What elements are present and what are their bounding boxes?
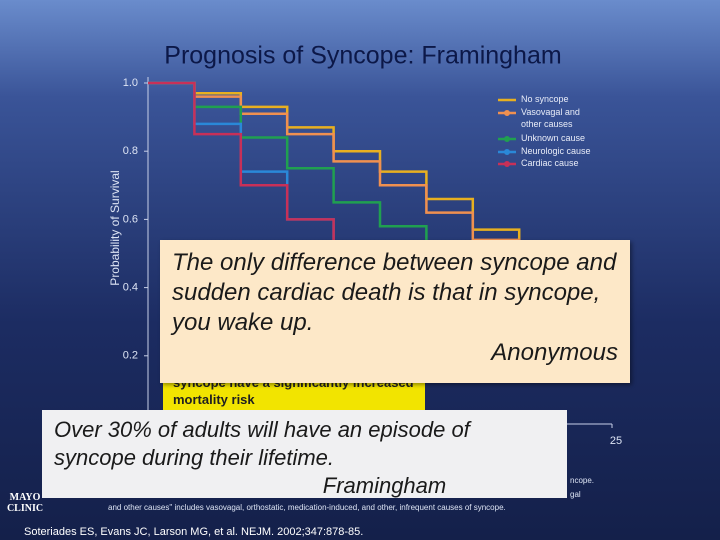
legend-label: Cardiac cause [521, 158, 579, 168]
prevalence-box: Over 30% of adults will have an episode … [42, 410, 567, 498]
legend-marker [504, 110, 510, 116]
logo-line: MAYO [9, 492, 41, 503]
logo-line: CLINIC [6, 503, 44, 514]
y-tick-label: 0.8 [123, 145, 138, 157]
y-tick-label: 0.2 [123, 350, 138, 362]
legend: No syncope Vasovagal and other causes Unkn… [498, 94, 591, 168]
y-tick-label: 0.6 [123, 213, 138, 225]
y-tick-label: 0.4 [123, 282, 138, 294]
legend-entry: Vasovagal and other causes [521, 107, 580, 129]
prevalence-source: Framingham [322, 473, 447, 498]
footnote-fragment: gal [570, 490, 581, 499]
quote-author: Anonymous [491, 339, 618, 366]
legend-label: Unknown cause [521, 133, 586, 143]
legend-entry: Cardiac cause [521, 158, 579, 168]
prevalence-text: Over 30% of adults will have an episode … [54, 417, 470, 470]
y-axis-label: Probability of Survival [108, 170, 122, 285]
legend-marker [504, 161, 510, 167]
x-tick-label: 25 [610, 435, 622, 447]
legend-label: No syncope [521, 94, 569, 104]
footnote-fragment: ncope. [570, 476, 595, 485]
legend-entry: Neurologic cause [521, 146, 591, 156]
legend-marker [504, 149, 510, 155]
quote-text: The only difference between syncope and … [172, 249, 617, 336]
legend-label: Vasovagal and other causes [521, 107, 580, 129]
legend-entry: Unknown cause [521, 133, 586, 143]
legend-entry: No syncope [521, 94, 569, 104]
footnote: and other causes" includes vasovagal, or… [108, 503, 506, 512]
legend-label: Neurologic cause [521, 146, 591, 156]
citation: Soteriades ES, Evans JC, Larson MG, et a… [24, 526, 364, 538]
y-tick-label: 1.0 [123, 77, 138, 89]
chart-title: Prognosis of Syncope: Framingham [164, 42, 561, 70]
legend-marker [504, 136, 510, 142]
logo: MAYO CLINIC [6, 492, 44, 514]
quote-box: The only difference between syncope and … [160, 240, 630, 383]
